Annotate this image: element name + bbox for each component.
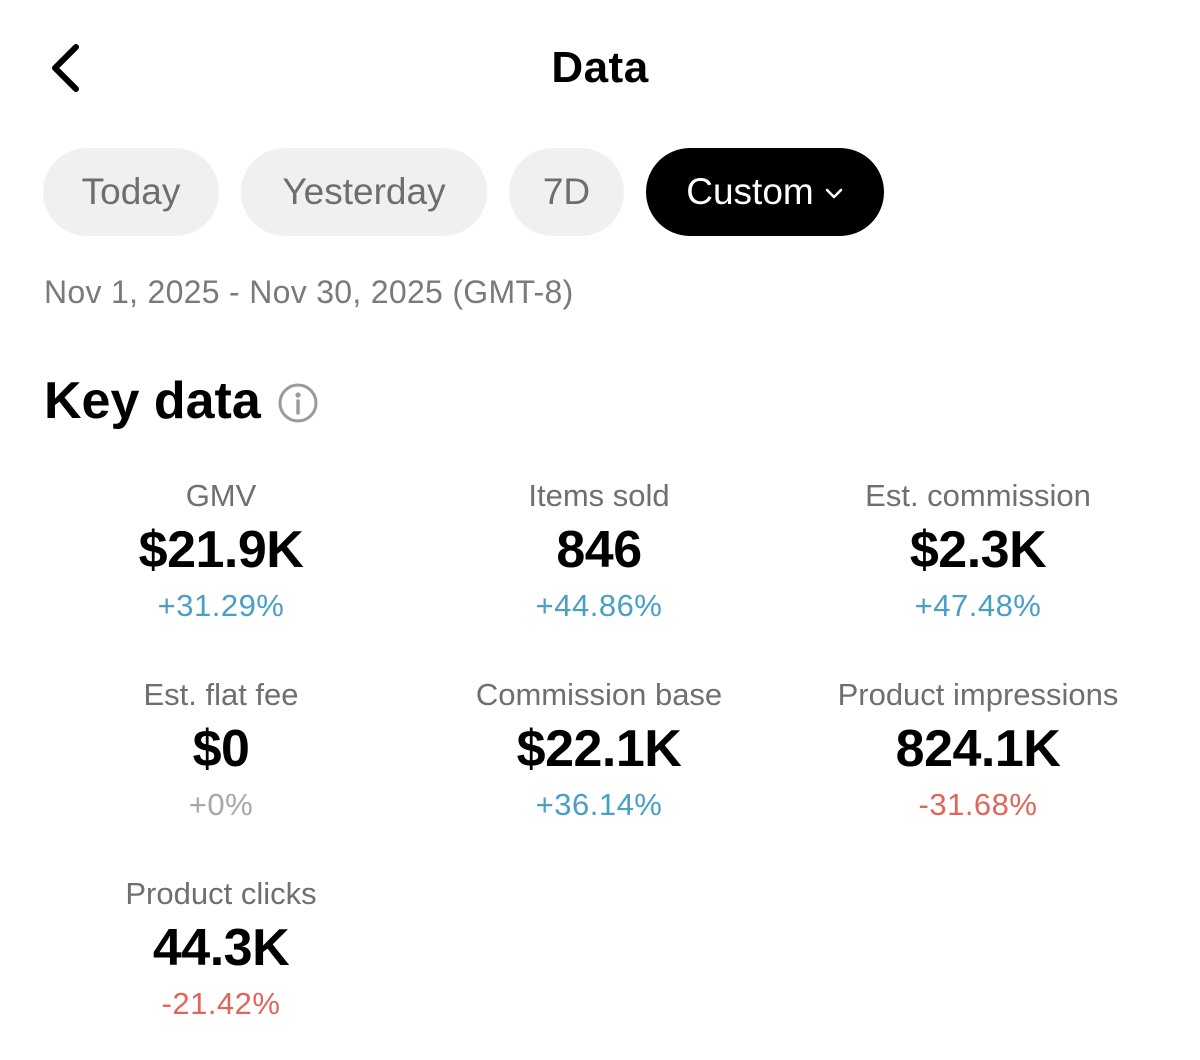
metric-label: Items sold xyxy=(528,478,670,513)
filter-chip-label: Custom xyxy=(686,171,814,212)
metric-product-impressions[interactable]: Product impressions 824.1K -31.68% xyxy=(788,675,1168,845)
filter-chip-label: Today xyxy=(81,171,181,212)
metric-change: +44.86% xyxy=(535,588,663,623)
metric-items-sold[interactable]: Items sold 846 +44.86% xyxy=(409,476,789,646)
info-icon[interactable] xyxy=(277,382,319,424)
metric-est-flat-fee[interactable]: Est. flat fee $0 +0% xyxy=(31,675,411,845)
metric-label: Est. flat fee xyxy=(143,677,299,712)
date-range-text: Nov 1, 2025 - Nov 30, 2025 (GMT-8) xyxy=(44,274,574,310)
filter-chip-custom[interactable]: Custom xyxy=(646,148,884,236)
metric-label: Product clicks xyxy=(125,876,317,911)
metric-value: 846 xyxy=(556,521,642,579)
metric-commission-base[interactable]: Commission base $22.1K +36.14% xyxy=(409,675,789,845)
metric-change: +36.14% xyxy=(535,787,663,822)
metric-change: -21.42% xyxy=(161,986,281,1021)
back-button[interactable] xyxy=(38,38,92,98)
metric-label: Est. commission xyxy=(865,478,1091,513)
section-title: Key data xyxy=(44,372,261,430)
metric-value: $22.1K xyxy=(516,720,682,778)
chevron-left-icon xyxy=(52,44,79,92)
metric-value: 44.3K xyxy=(152,919,290,977)
top-bar: Data xyxy=(0,0,1200,130)
filter-chip-7d[interactable]: 7D xyxy=(509,148,624,236)
metric-change: +0% xyxy=(188,787,254,822)
chevron-down-icon xyxy=(824,187,844,201)
metric-change: +31.29% xyxy=(157,588,285,623)
metric-change: +47.48% xyxy=(914,588,1042,623)
metric-change: -31.68% xyxy=(918,787,1038,822)
filter-chip-label: Yesterday xyxy=(282,171,446,212)
metric-label: Product impressions xyxy=(837,677,1119,712)
metric-value: $2.3K xyxy=(909,521,1047,579)
metric-value: $21.9K xyxy=(138,521,304,579)
filter-chip-today[interactable]: Today xyxy=(43,148,219,236)
page-title: Data xyxy=(551,43,649,92)
filter-chip-yesterday[interactable]: Yesterday xyxy=(241,148,487,236)
metric-product-clicks[interactable]: Product clicks 44.3K -21.42% xyxy=(31,874,411,1044)
filter-chip-label: 7D xyxy=(542,171,591,212)
metric-value: 824.1K xyxy=(895,720,1061,778)
key-data-header: Key data xyxy=(44,368,319,434)
metric-value: $0 xyxy=(192,720,250,778)
date-filter-chips: Today Yesterday 7D Custom xyxy=(43,148,884,236)
metric-gmv[interactable]: GMV $21.9K +31.29% xyxy=(31,476,411,646)
metric-label: GMV xyxy=(185,478,257,513)
metric-label: Commission base xyxy=(475,677,723,712)
metric-est-commission[interactable]: Est. commission $2.3K +47.48% xyxy=(788,476,1168,646)
